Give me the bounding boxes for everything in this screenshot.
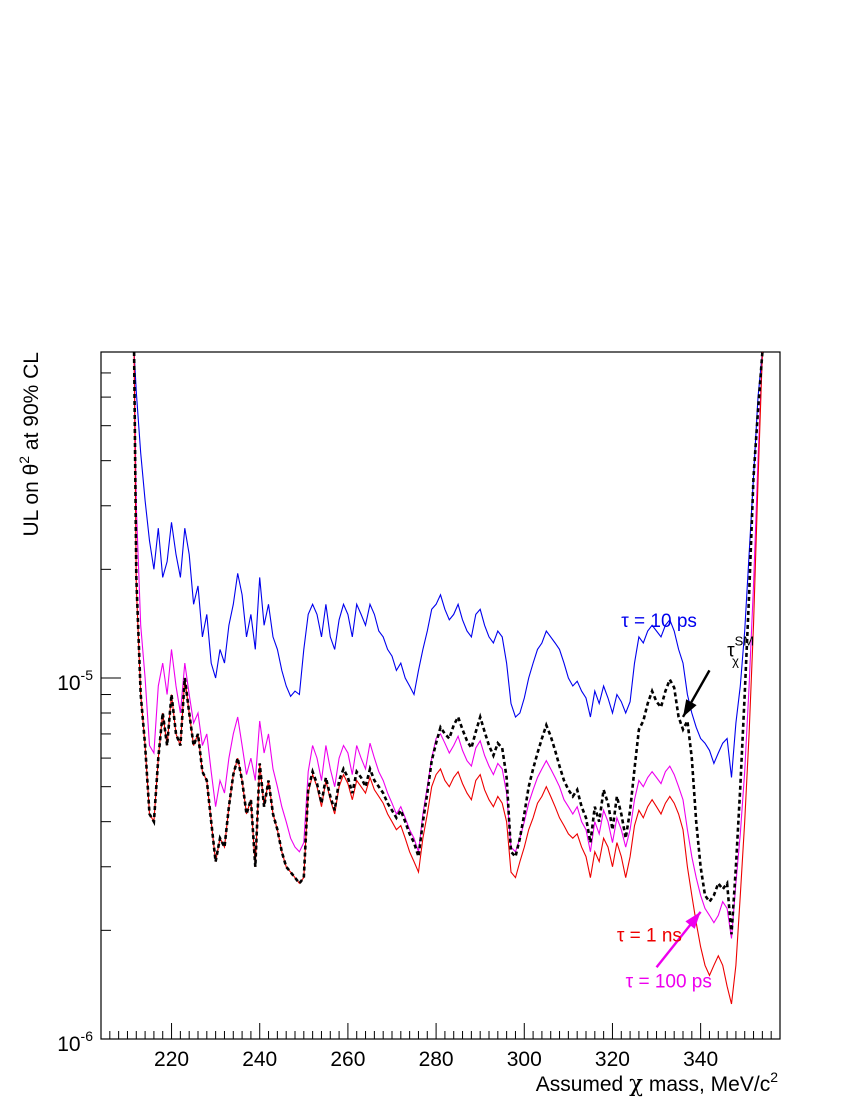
annotation-arrowhead-1 xyxy=(685,911,701,929)
series-line-2 xyxy=(133,352,763,1005)
series-lines xyxy=(132,352,764,1005)
series-annotations: τ = 10 ps τSM χ τ = 1 ns τ = 100 ps xyxy=(617,611,754,993)
x-tick-label: 300 xyxy=(507,1048,542,1071)
series-annotation-2: τ = 1 ns xyxy=(617,925,682,946)
plot-frame xyxy=(100,351,781,1040)
series-line-1 xyxy=(133,352,763,939)
annotation-arrows xyxy=(655,669,711,969)
x-tick-labels: 220 240 260 280 300 320 340 xyxy=(154,1048,718,1071)
series-annotation-3: τ = 100 ps xyxy=(626,972,712,993)
x-tick-label: 260 xyxy=(330,1048,365,1071)
x-tick-label: 280 xyxy=(419,1048,454,1071)
y-axis-title: UL on θ2 at 90% CL xyxy=(16,352,43,536)
axis-ticks xyxy=(101,351,772,1040)
series-line-0 xyxy=(133,352,763,778)
x-tick-label: 240 xyxy=(242,1048,277,1071)
series-line-3 xyxy=(132,352,764,935)
y-tick-labels: 10-6 10-5 xyxy=(57,667,93,1056)
annotation-arrowhead-0 xyxy=(683,699,697,717)
y-tick-label: 10-6 xyxy=(57,1028,93,1056)
series-annotation-1: τSM χ xyxy=(727,633,754,668)
x-axis-title: Assumed χ mass, MeV/c2 xyxy=(536,1069,779,1097)
y-tick-label: 10-5 xyxy=(57,667,93,695)
series-annotation-0: τ = 10 ps xyxy=(621,611,697,632)
x-tick-label: 320 xyxy=(595,1048,630,1071)
x-tick-label: 220 xyxy=(154,1048,189,1071)
x-tick-label: 340 xyxy=(683,1048,718,1071)
